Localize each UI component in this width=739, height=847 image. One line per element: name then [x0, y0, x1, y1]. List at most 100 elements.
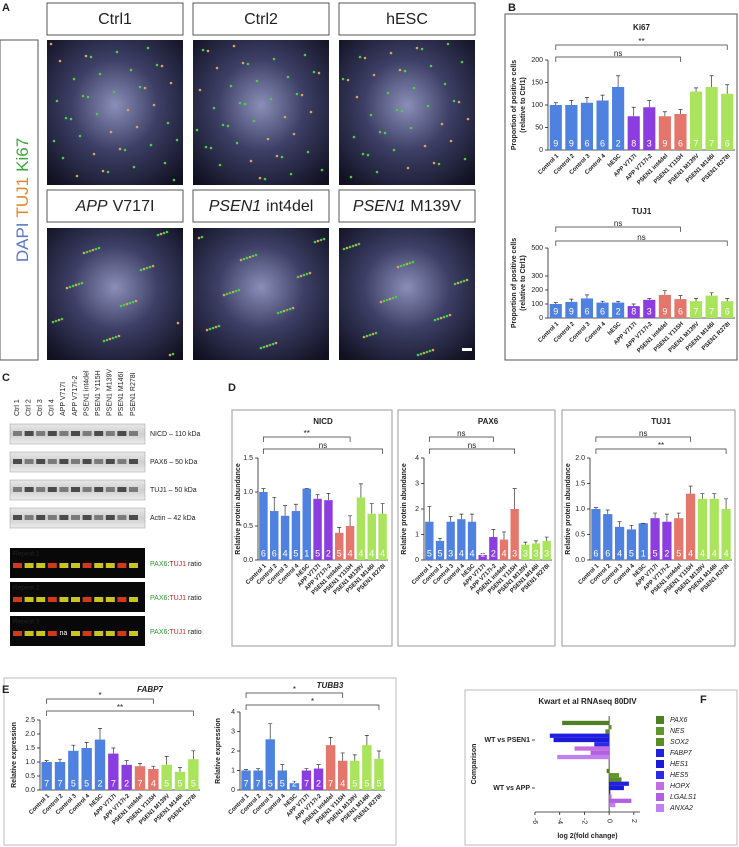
- cell-speck: [71, 284, 75, 288]
- bar: [345, 526, 355, 560]
- blot-band: [129, 431, 138, 436]
- cell-speck: [422, 351, 426, 355]
- y-tick-label: 0.0: [243, 557, 253, 564]
- cell-speck: [74, 283, 78, 287]
- error-bar: [553, 102, 558, 105]
- bar: [270, 511, 279, 560]
- bar: [574, 746, 610, 751]
- cell-speck: [94, 247, 98, 251]
- cell-speck: [406, 166, 410, 170]
- bar: [565, 105, 578, 150]
- cell-speck: [382, 299, 386, 303]
- image-label: Ctrl2: [244, 11, 278, 28]
- bar: [335, 532, 344, 560]
- cell-speck: [400, 109, 404, 113]
- n-label: 2: [326, 548, 331, 558]
- cell-speck: [234, 289, 238, 293]
- cell-speck: [239, 258, 243, 262]
- lane-label: APP V717I-2: [72, 376, 79, 416]
- error-bar: [664, 513, 669, 522]
- error-bar: [647, 298, 652, 300]
- cell-speck: [420, 47, 424, 51]
- cell-speck: [371, 332, 375, 336]
- bar: [603, 514, 613, 560]
- error-bar: [376, 750, 381, 759]
- image-label: hESC: [386, 11, 428, 28]
- bar: [658, 294, 671, 318]
- cell-speck: [452, 99, 456, 103]
- n-label: 6: [584, 138, 589, 148]
- error-bar: [84, 742, 89, 748]
- x-tick-label: 2: [630, 819, 637, 823]
- cell-speck: [355, 95, 359, 99]
- y-tick-label: 2: [231, 748, 235, 755]
- n-label: 5: [268, 778, 273, 788]
- gene-name: PSEN1: [209, 198, 261, 215]
- n-label: 5: [427, 548, 432, 558]
- cell-speck: [229, 84, 233, 88]
- n-label: 6: [593, 548, 598, 558]
- significance-bracket: [555, 56, 681, 62]
- fluor-band: [129, 597, 138, 602]
- cell-speck: [308, 271, 312, 275]
- cell-speck: [128, 301, 132, 305]
- cell-speck: [111, 336, 115, 340]
- y-tick-label: 200: [531, 287, 543, 294]
- bar: [68, 750, 79, 790]
- legend-swatch: [656, 771, 664, 779]
- blot-band: [117, 459, 127, 464]
- error-bar: [617, 521, 622, 527]
- bar: [705, 295, 718, 318]
- n-label: 7: [111, 778, 116, 788]
- cell-speck: [142, 267, 146, 271]
- bar: [356, 497, 366, 560]
- cell-speck: [460, 60, 464, 64]
- repeat-label: Repeat 2: [13, 585, 40, 592]
- blot-band: [71, 515, 80, 520]
- cell-speck: [289, 172, 293, 176]
- blot-band: [117, 431, 127, 436]
- n-label: 9: [662, 306, 667, 316]
- error-bar: [534, 540, 538, 544]
- cell-speck: [151, 264, 155, 268]
- cell-speck: [205, 328, 209, 332]
- cell-speck: [437, 162, 441, 166]
- n-label: 4: [724, 548, 729, 558]
- cell-speck: [394, 295, 398, 299]
- subplot-frame: [561, 409, 736, 647]
- cell-speck: [68, 285, 72, 289]
- significance-label: *: [293, 685, 296, 694]
- bar: [81, 748, 92, 790]
- fluor-band: [105, 563, 115, 568]
- cell-speck: [263, 177, 267, 181]
- significance-label: **: [117, 703, 123, 712]
- significance-bracket: [428, 448, 516, 454]
- error-bar: [709, 75, 714, 87]
- cell-speck: [375, 170, 379, 174]
- error-bar: [569, 298, 574, 302]
- y-tick-label: 0: [539, 315, 543, 322]
- error-bar: [58, 758, 62, 762]
- image-label: Ctrl1: [98, 11, 132, 28]
- cell-speck: [423, 144, 427, 148]
- cell-speck: [428, 349, 432, 353]
- ratio-part: ratio: [186, 595, 202, 602]
- cell-speck: [412, 86, 416, 90]
- cell-speck: [86, 95, 90, 99]
- fluor-band: [105, 631, 115, 636]
- blot-band: [13, 515, 22, 520]
- bar: [697, 498, 708, 560]
- bar: [41, 762, 52, 790]
- cell-speck: [101, 169, 105, 173]
- cell-speck: [463, 157, 467, 161]
- cell-speck: [446, 42, 450, 46]
- cell-speck: [291, 306, 295, 310]
- y-tick-label: 0.5: [575, 531, 585, 538]
- bar: [609, 781, 629, 786]
- cell-speck: [51, 320, 55, 324]
- fluor-band: [24, 631, 34, 636]
- cell-speck: [55, 99, 59, 103]
- cell-speck: [374, 331, 378, 335]
- n-label: 4: [380, 548, 385, 558]
- image-label-box: [46, 189, 184, 223]
